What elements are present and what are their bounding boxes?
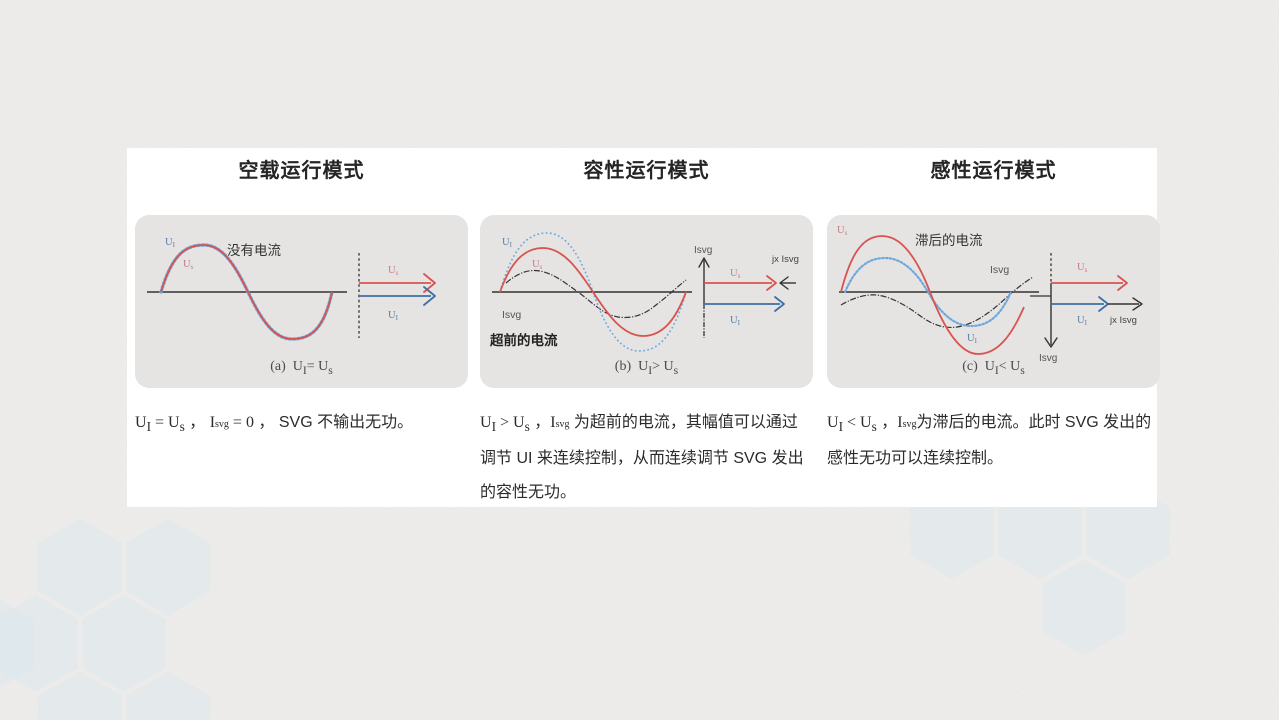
svg-text:UI: UI: [730, 315, 741, 327]
svg-text:滞后的电流: 滞后的电流: [915, 233, 983, 248]
svg-text:Isvg: Isvg: [694, 245, 712, 256]
svg-text:Us: Us: [1077, 262, 1088, 274]
svg-text:Isvg: Isvg: [502, 309, 521, 321]
svg-text:Us: Us: [532, 259, 543, 271]
svg-text:Isvg: Isvg: [990, 264, 1009, 276]
svg-text:jx Isvg: jx Isvg: [771, 254, 799, 265]
svg-text:UI: UI: [967, 333, 978, 345]
svg-text:超前的电流: 超前的电流: [489, 332, 558, 348]
svg-text:Us: Us: [837, 225, 848, 237]
svg-text:UI: UI: [165, 237, 176, 249]
svg-text:Us: Us: [183, 259, 194, 271]
svg-text:UI: UI: [1077, 315, 1088, 327]
svg-text:UI: UI: [388, 310, 399, 322]
svg-text:Us: Us: [730, 268, 741, 280]
svg-text:没有电流: 没有电流: [227, 243, 281, 258]
svg-text:UI: UI: [502, 237, 513, 249]
svg-text:jx Isvg: jx Isvg: [1109, 315, 1137, 326]
svg-text:Us: Us: [388, 265, 399, 277]
